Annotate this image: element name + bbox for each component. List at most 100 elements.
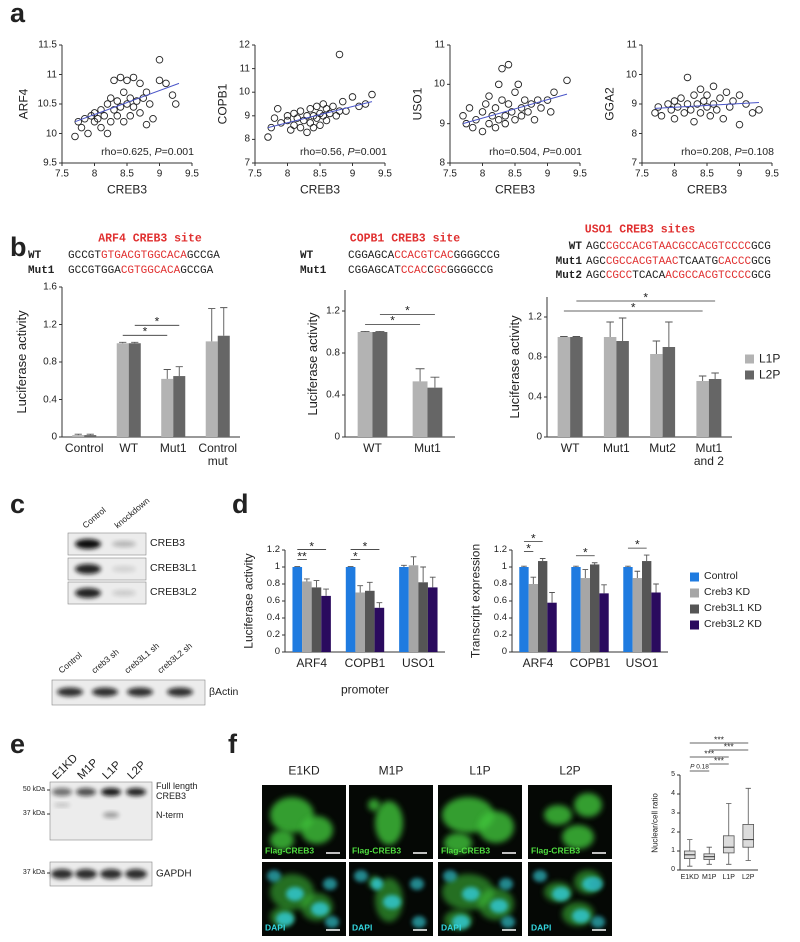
significance-label: * bbox=[353, 548, 358, 563]
sequence: GCCGTGTGACGTGGCACAGCCGA bbox=[68, 250, 220, 262]
point bbox=[132, 97, 141, 105]
point bbox=[459, 112, 467, 120]
sequence-label: Mut2 bbox=[555, 269, 582, 282]
significance-label: * bbox=[526, 540, 531, 555]
x-tick-label: 9 bbox=[544, 168, 551, 180]
annotation: rho=0.625, P=0.001 bbox=[101, 146, 194, 159]
sequence-label: WT bbox=[568, 240, 582, 253]
significance-label: *** bbox=[714, 734, 724, 745]
x-tick-label: 9 bbox=[736, 168, 743, 180]
legend-swatch bbox=[745, 354, 754, 364]
sequence-label: WT bbox=[300, 249, 314, 262]
point bbox=[511, 115, 519, 124]
bar bbox=[708, 379, 722, 437]
bar bbox=[696, 381, 709, 437]
bar bbox=[651, 592, 661, 652]
point bbox=[313, 102, 321, 111]
sequence-label: Mut1 bbox=[555, 255, 582, 268]
nucleus bbox=[311, 902, 329, 916]
y-tick-label: 0 bbox=[536, 431, 542, 443]
blot-band bbox=[126, 788, 146, 796]
nucleus bbox=[354, 870, 368, 882]
text-part: CGCCACGTAAC bbox=[605, 255, 679, 268]
image-label: Flag-CREB3 bbox=[265, 845, 315, 856]
cell bbox=[544, 805, 572, 825]
bar bbox=[128, 343, 141, 437]
point bbox=[514, 80, 523, 89]
sequence-label: WT bbox=[28, 249, 42, 262]
nucleus bbox=[533, 870, 547, 882]
bar bbox=[408, 565, 419, 652]
y-tick-label: 1.2 bbox=[266, 543, 280, 555]
point bbox=[267, 123, 276, 132]
blot-strip bbox=[67, 532, 147, 556]
blot-strip bbox=[67, 581, 147, 605]
legend-swatch bbox=[690, 572, 699, 582]
y-tick-label: 8 bbox=[244, 133, 250, 145]
significance-label: * bbox=[582, 545, 588, 560]
point bbox=[113, 112, 121, 120]
blot-band bbox=[101, 788, 121, 796]
band-label: βActin bbox=[209, 686, 239, 699]
nucleus bbox=[412, 916, 426, 928]
blot-band bbox=[127, 687, 153, 697]
y-axis-label: Luciferase activity bbox=[506, 315, 522, 419]
nucleus bbox=[383, 895, 401, 909]
bar bbox=[355, 592, 365, 652]
y-tick-label: 9 bbox=[244, 110, 250, 122]
y-tick-label: 12 bbox=[238, 39, 250, 51]
y-tick-label: 1.2 bbox=[43, 319, 57, 330]
panel-label: e bbox=[10, 729, 26, 760]
point bbox=[690, 91, 698, 99]
y-tick-label: 11.5 bbox=[38, 39, 57, 51]
point bbox=[527, 100, 536, 108]
point bbox=[501, 112, 510, 120]
image-label: DAPI bbox=[352, 922, 373, 933]
point bbox=[113, 97, 121, 105]
error-bar bbox=[653, 583, 659, 593]
cell bbox=[444, 833, 472, 853]
bar bbox=[570, 337, 583, 437]
point bbox=[71, 132, 79, 141]
text-part: CGCC bbox=[605, 269, 633, 282]
legend-label: Control bbox=[704, 570, 738, 583]
error-bar bbox=[643, 554, 650, 562]
point bbox=[504, 60, 513, 69]
x-tick-label: 8.5 bbox=[508, 168, 522, 180]
x-tick-label: Mut1 and 2 bbox=[693, 441, 724, 469]
blot-band bbox=[51, 869, 73, 879]
blot-band bbox=[112, 541, 136, 547]
bar bbox=[374, 607, 385, 652]
point bbox=[322, 104, 331, 113]
x-tick-label: WT bbox=[363, 441, 382, 455]
point bbox=[524, 108, 532, 116]
blot-band bbox=[57, 687, 83, 697]
blot-band bbox=[100, 869, 122, 879]
error-bar bbox=[303, 578, 310, 582]
y-tick-label: 0 bbox=[51, 431, 57, 443]
point bbox=[700, 97, 708, 105]
text-part: P bbox=[154, 146, 162, 159]
point bbox=[274, 104, 282, 113]
image-label: DAPI bbox=[441, 922, 462, 933]
point bbox=[119, 88, 128, 96]
point bbox=[306, 119, 315, 127]
text-part: =0.108 bbox=[741, 146, 774, 159]
point bbox=[491, 104, 500, 112]
point bbox=[716, 94, 724, 102]
point bbox=[97, 106, 105, 114]
y-tick-label: 3 bbox=[671, 809, 675, 817]
point bbox=[709, 100, 718, 108]
band-label: Full length CREB3 bbox=[156, 781, 198, 801]
point bbox=[703, 103, 711, 111]
point bbox=[290, 109, 298, 118]
point bbox=[277, 119, 285, 127]
point bbox=[270, 114, 279, 122]
x-tick-label: 7.5 bbox=[248, 168, 262, 180]
y-tick-label: 11 bbox=[239, 63, 250, 75]
point bbox=[498, 96, 506, 104]
y-tick-label: 2 bbox=[671, 828, 675, 836]
point bbox=[547, 108, 555, 116]
text-part: 0.18 bbox=[694, 763, 709, 771]
point bbox=[168, 91, 177, 99]
